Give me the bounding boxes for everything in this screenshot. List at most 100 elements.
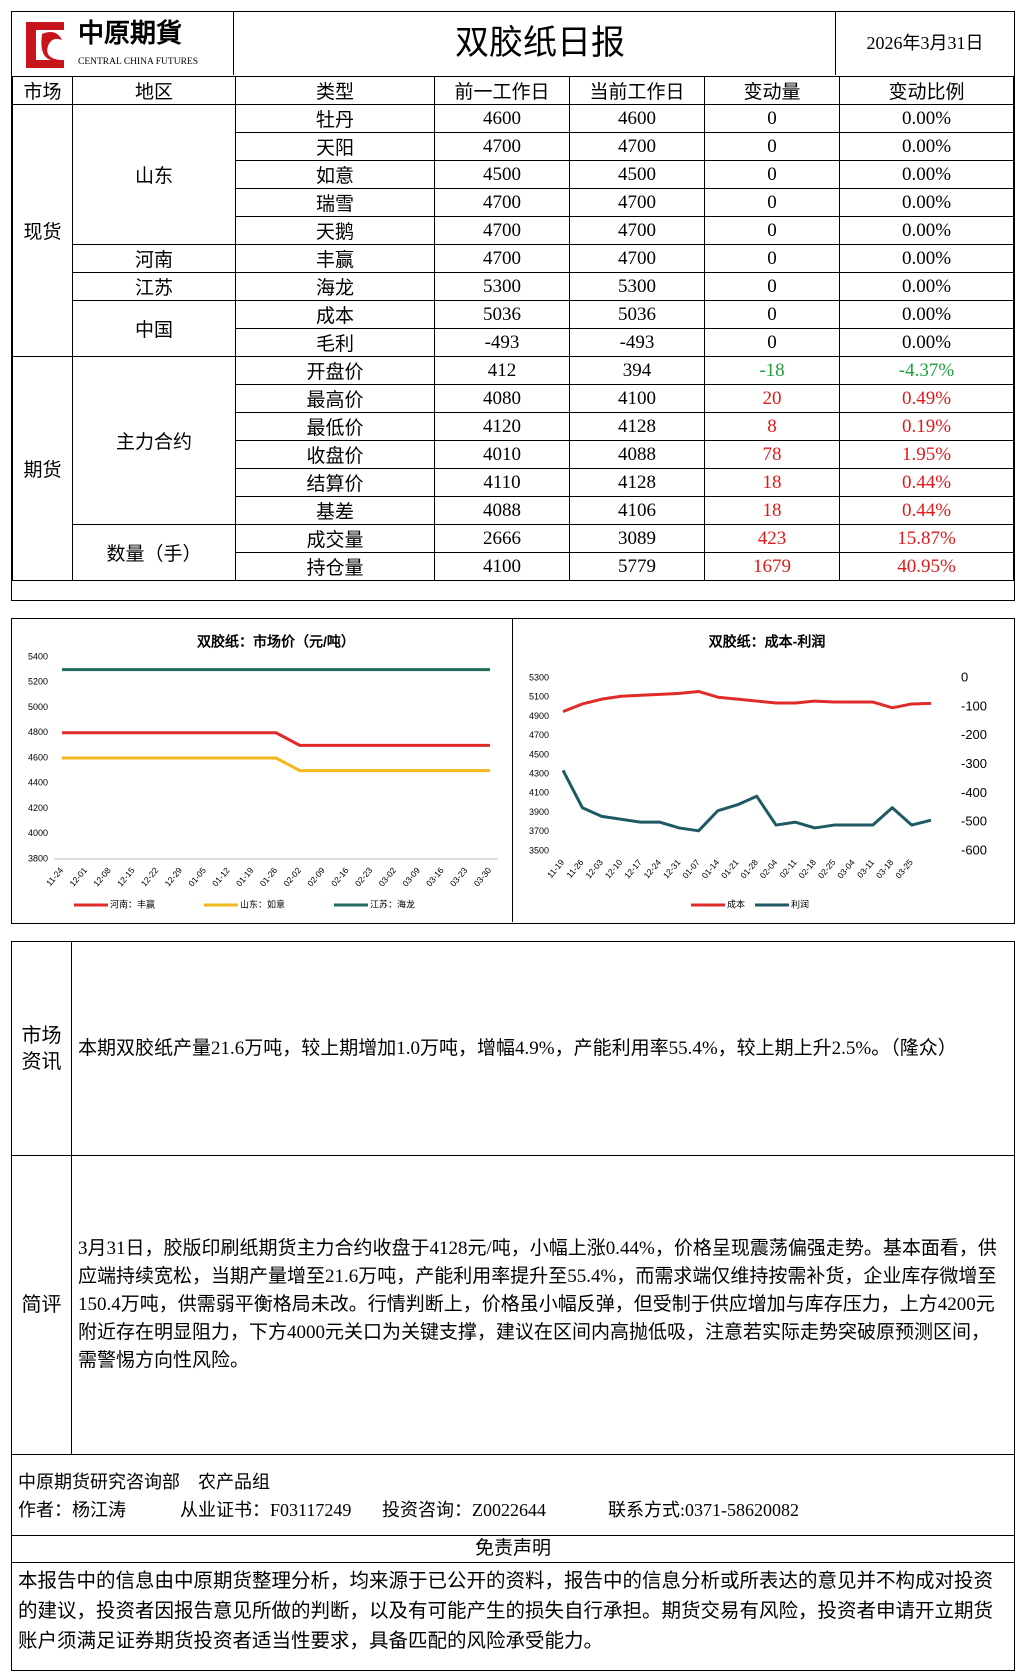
report-title: 双胶纸日报 <box>455 25 625 62</box>
table-row: 最高价 4080 4100 20 0.49% <box>13 384 1014 413</box>
y2-tick-label: -300 <box>961 756 987 771</box>
x-tick-label: 02-23 <box>353 865 375 888</box>
x-tick-label: 11-19 <box>545 857 566 880</box>
type-cell: 牡丹 <box>235 104 435 133</box>
x-tick-label: 03-04 <box>835 857 857 880</box>
x-tick-label: 03-25 <box>893 857 915 880</box>
legend-label: 河南：丰赢 <box>110 898 155 909</box>
legend-label: 利润 <box>791 898 809 909</box>
region-cell: 河南 <box>72 244 236 273</box>
table-row: 瑞雪 4700 4700 0 0.00% <box>13 188 1014 217</box>
current-cell: 3089 <box>569 524 705 553</box>
disclaimer: 免责声明 本报告中的信息由中原期货整理分析，均来源于已公开的资料，报告中的信息分… <box>11 1535 1015 1671</box>
x-tick-label: 02-18 <box>796 857 818 880</box>
change-pct-cell: 0.00% <box>839 216 1014 245</box>
x-tick-label: 12-15 <box>115 865 137 888</box>
x-tick-label: 02-02 <box>281 865 303 888</box>
current-cell: 4100 <box>569 384 705 413</box>
table-row: 数量（手） 成交量 2666 3089 423 15.87% <box>13 524 1014 581</box>
y2-tick-label: -200 <box>961 727 987 742</box>
change-pct-cell: 0.00% <box>839 272 1014 301</box>
current-cell: 4088 <box>569 440 705 469</box>
prev-cell: -493 <box>434 328 570 357</box>
type-cell: 丰赢 <box>235 244 435 273</box>
prev-cell: 2666 <box>434 524 570 553</box>
author: 作者：杨江涛 <box>18 1500 126 1520</box>
table-row: 毛利 -493 -493 0 0.00% <box>13 328 1014 357</box>
change-pct-cell: 0.00% <box>839 244 1014 273</box>
review-label: 简评 <box>12 1155 72 1454</box>
prev-cell: 4080 <box>434 384 570 413</box>
type-cell: 最高价 <box>235 384 435 413</box>
change-cell: 1679 <box>704 552 840 581</box>
market-cell: 现货 <box>12 104 73 357</box>
series-line <box>562 689 932 714</box>
prev-cell: 4010 <box>434 440 570 469</box>
y2-tick-label: 0 <box>961 669 968 684</box>
change-pct-cell: 1.95% <box>839 440 1014 469</box>
x-tick-label: 11-24 <box>44 865 65 888</box>
current-cell: 394 <box>569 356 705 385</box>
info-text: 本期双胶纸产量21.6万吨，较上期增加1.0万吨，增幅4.9%，产能利用率55.… <box>78 1037 957 1059</box>
x-tick-label: 12-24 <box>641 857 663 880</box>
table-row: 河南 丰赢 4700 4700 0 0.00% <box>13 244 1014 273</box>
type-cell: 收盘价 <box>235 440 435 469</box>
y-tick-label: 5400 <box>28 651 48 661</box>
change-cell: 0 <box>704 328 840 357</box>
prev-cell: 4700 <box>434 188 570 217</box>
current-cell: 5779 <box>569 552 705 581</box>
change-cell: 0 <box>704 160 840 189</box>
change-pct-cell: 0.00% <box>839 188 1014 217</box>
current-cell: 4700 <box>569 216 705 245</box>
chart-title: 双胶纸：成本-利润 <box>709 634 826 650</box>
column-header: 当前工作日 <box>569 76 705 105</box>
charts-section: 双胶纸：市场价（元/吨） 3800 4000 4200 4400 4600 4800 5000… <box>11 618 1015 924</box>
current-cell: 4700 <box>569 244 705 273</box>
market-cell: 期货 <box>12 356 73 581</box>
current-cell: 4600 <box>569 104 705 133</box>
type-cell: 开盘价 <box>235 356 435 385</box>
y-tick-label: 4500 <box>529 749 549 759</box>
x-tick-label: 01-07 <box>680 857 702 880</box>
market-info: 市场资讯 本期双胶纸产量21.6万吨，较上期增加1.0万吨，增幅4.9%，产能利… <box>11 941 1015 1156</box>
current-cell: 5036 <box>569 300 705 329</box>
table-row: 现货 山东 牡丹 4600 4600 0 0.00% <box>12 104 1014 357</box>
change-cell: 20 <box>704 384 840 413</box>
legend-label: 山东：如意 <box>240 898 285 909</box>
type-cell: 结算价 <box>235 468 435 497</box>
dept: 中原期货研究咨询部 农产品组 <box>18 1472 270 1492</box>
disclaimer-title: 免责声明 <box>12 1535 1014 1563</box>
logo-cn: 中原期貨 <box>78 18 182 48</box>
change-pct-cell: 0.00% <box>839 132 1014 161</box>
change-cell: 423 <box>704 524 840 553</box>
current-cell: 4128 <box>569 468 705 497</box>
series-line <box>62 731 490 747</box>
logo-mark: 中原期貨 CENTRAL CHINA FUTURES <box>26 18 198 68</box>
y-tick-label: 4300 <box>529 768 549 778</box>
current-cell: 4128 <box>569 412 705 441</box>
prev-cell: 412 <box>434 356 570 385</box>
change-cell: 18 <box>704 468 840 497</box>
y-tick-label: 5000 <box>28 702 48 712</box>
series-line <box>62 756 490 773</box>
change-pct-cell: 40.95% <box>839 552 1014 581</box>
logo-swirl <box>41 32 62 61</box>
table-row: 持仓量 4100 5779 1679 40.95% <box>13 552 1014 581</box>
prev-cell: 4700 <box>434 132 570 161</box>
x-tick-label: 03-11 <box>855 857 876 880</box>
type-cell: 基差 <box>235 496 435 525</box>
x-tick-label: 12-31 <box>661 857 683 880</box>
region-cell: 数量（手） <box>72 524 236 581</box>
y-tick-label: 3800 <box>28 853 48 863</box>
x-tick-label: 11-26 <box>564 857 585 880</box>
change-pct-cell: 0.49% <box>839 384 1014 413</box>
x-tick-label: 02-16 <box>329 865 351 888</box>
x-tick-label: 03-02 <box>377 865 399 888</box>
type-cell: 海龙 <box>235 272 435 301</box>
x-tick-label: 02-11 <box>777 857 798 880</box>
prev-cell: 4600 <box>434 104 570 133</box>
logo: 中原期貨 CENTRAL CHINA FUTURES <box>12 12 234 75</box>
change-pct-cell: 0.00% <box>839 160 1014 189</box>
report-date: 2026年3月31日 <box>835 12 1014 75</box>
